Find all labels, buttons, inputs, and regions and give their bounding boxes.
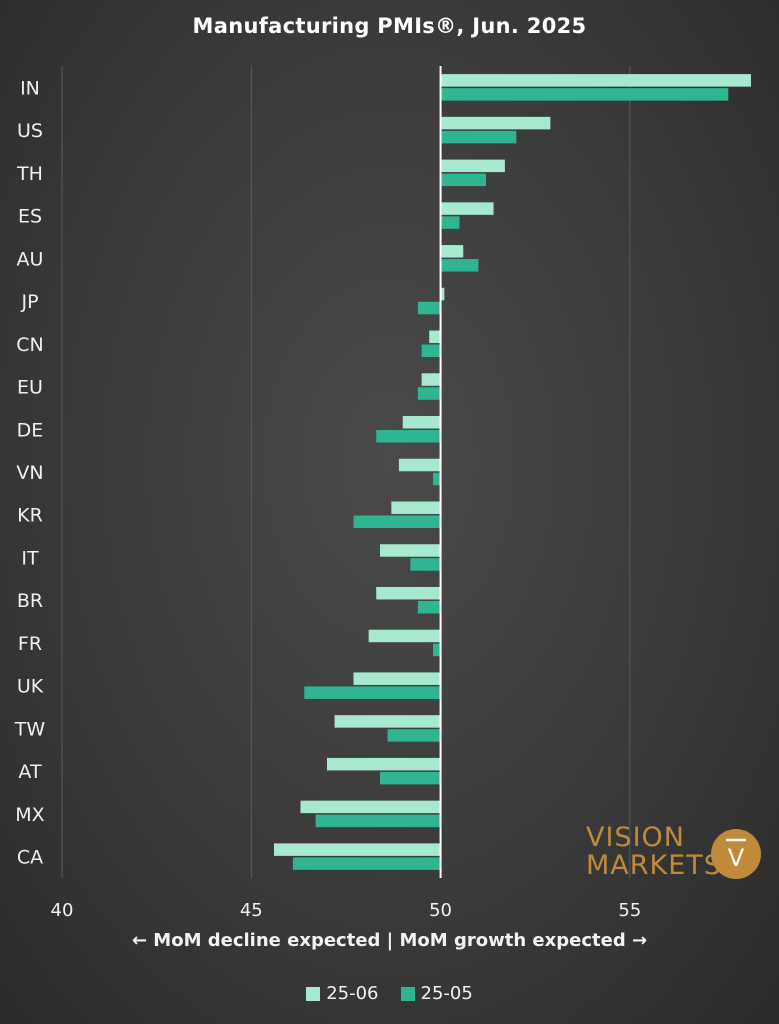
bar-JP-25-06: [440, 287, 445, 301]
bar-FR-25-06: [368, 629, 441, 643]
bar-KR-25-05: [353, 515, 441, 528]
pmi-bar-chart: 40 45 50 55 IN US TH ES AU JP CN EU DE VN KR IT BR FR UK TW…: [14, 66, 751, 920]
bar-DE-25-06: [402, 416, 441, 429]
x-axis-caption: ← MoM decline expected | MoM growth expe…: [131, 930, 648, 951]
y-tick-label-JP: JP: [20, 291, 38, 313]
y-tick-label-VN: VN: [16, 462, 43, 484]
logo-v-icon: V: [711, 829, 761, 879]
y-tick-label-IT: IT: [21, 547, 39, 569]
y-tick-label-FR: FR: [18, 633, 42, 655]
bar-TW-25-05: [387, 729, 441, 742]
bar-US-25-05: [440, 130, 517, 144]
bar-UK-25-06: [353, 672, 441, 685]
bar-CN-25-06: [429, 330, 441, 344]
x-tick-label-40: 40: [51, 900, 74, 920]
bar-AT-25-06: [327, 757, 441, 771]
y-tick-label-US: US: [17, 120, 43, 142]
bar-JP-25-05: [417, 301, 441, 315]
bar-EU-25-06: [421, 373, 441, 386]
y-tick-label-DE: DE: [17, 419, 44, 441]
legend-item-25-05: 25-05: [400, 983, 473, 1004]
y-tick-label-TH: TH: [16, 163, 43, 185]
legend-label-25-06: 25-06: [326, 983, 379, 1004]
bar-AU-25-06: [440, 245, 464, 258]
bar-AT-25-05: [380, 771, 441, 785]
y-tick-label-KR: KR: [17, 505, 43, 527]
logo-line-2: MARKETS: [586, 850, 722, 881]
bar-US-25-06: [440, 116, 551, 130]
legend-label-25-05: 25-05: [420, 983, 473, 1004]
bar-DE-25-05: [376, 430, 441, 443]
y-tick-label-CA: CA: [17, 847, 43, 869]
bar-TH-25-06: [440, 159, 505, 173]
bar-VN-25-05: [433, 472, 441, 486]
bar-CN-25-05: [421, 344, 441, 358]
x-tick-label-45: 45: [240, 900, 263, 920]
bar-VN-25-06: [398, 458, 441, 472]
bar-TH-25-05: [440, 173, 486, 187]
bar-ES-25-06: [440, 202, 494, 215]
y-tick-label-UK: UK: [17, 676, 44, 698]
bar-BR-25-05: [417, 600, 441, 614]
legend-item-25-06: 25-06: [306, 983, 379, 1004]
bar-FR-25-05: [433, 643, 441, 657]
x-tick-label-50: 50: [429, 900, 452, 920]
x-tick-label-55: 55: [618, 900, 641, 920]
bar-IT-25-06: [380, 544, 441, 557]
y-tick-label-EU: EU: [17, 377, 43, 399]
bar-IT-25-05: [410, 558, 441, 571]
bar-IN-25-05: [440, 88, 729, 101]
y-tick-label-TW: TW: [14, 718, 46, 740]
y-tick-label-IN: IN: [20, 77, 40, 99]
bar-IN-25-06: [440, 74, 751, 87]
bar-MX-25-05: [315, 814, 441, 828]
chart-title: Manufacturing PMIs®, Jun. 2025: [192, 14, 587, 38]
logo-line-1: VISION: [586, 822, 685, 853]
y-tick-label-MX: MX: [15, 804, 44, 826]
y-tick-label-AU: AU: [17, 248, 44, 270]
bar-UK-25-05: [304, 686, 441, 699]
y-tick-label-BR: BR: [17, 590, 43, 612]
bar-MX-25-06: [300, 800, 441, 814]
legend-swatch-25-05: [400, 986, 415, 1001]
bar-ES-25-05: [440, 216, 460, 229]
logo-mark: V: [728, 844, 745, 872]
y-tick-label-ES: ES: [18, 206, 42, 228]
bar-KR-25-06: [391, 501, 441, 514]
bar-CA-25-05: [292, 857, 441, 870]
y-tick-label-CN: CN: [16, 334, 43, 356]
y-tick-label-AT: AT: [18, 761, 42, 783]
bar-BR-25-06: [376, 586, 441, 600]
bar-TW-25-06: [334, 715, 441, 728]
legend: 25-06 25-05: [0, 983, 779, 1004]
vision-markets-logo: VISION MARKETS V: [586, 822, 776, 882]
bar-AU-25-05: [440, 259, 479, 272]
bar-CA-25-06: [274, 843, 441, 856]
legend-swatch-25-06: [306, 986, 321, 1001]
bar-EU-25-05: [417, 387, 441, 400]
